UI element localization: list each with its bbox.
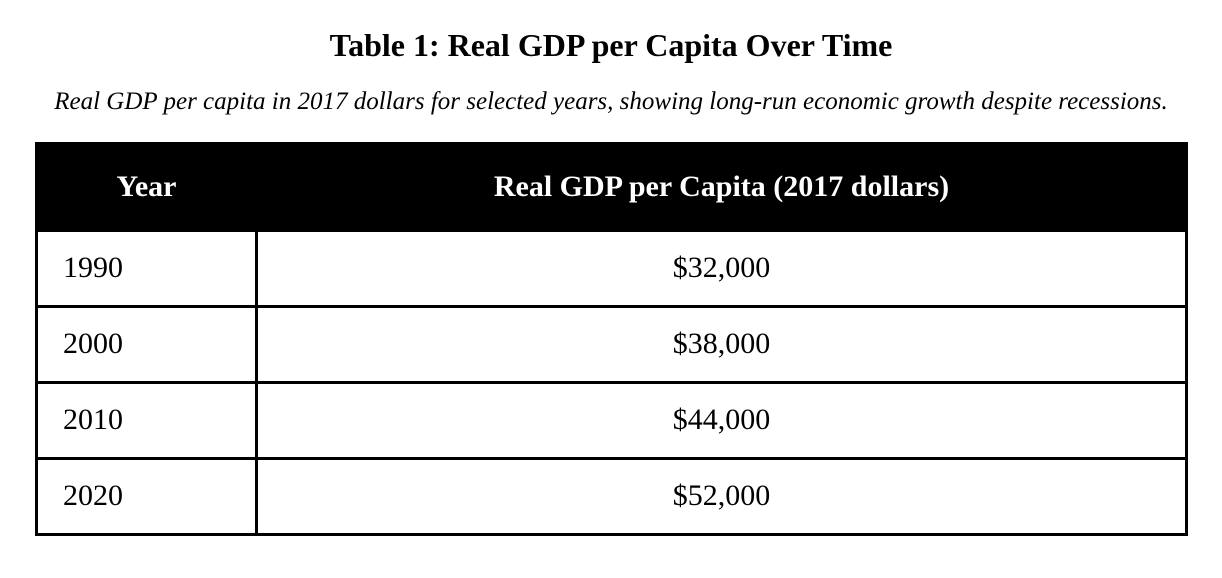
table-row: 2000 $38,000 [35, 304, 1188, 384]
page-title: Table 1: Real GDP per Capita Over Time [329, 27, 893, 63]
year-cell: 1990 [35, 228, 258, 308]
year-cell: 2000 [35, 304, 258, 384]
gdp-table: Year Real GDP per Capita (2017 dollars) … [35, 141, 1188, 536]
gdp-value-cell: $52,000 [255, 456, 1188, 536]
table-row: 1990 $32,000 [35, 228, 1188, 308]
gdp-value-cell: $38,000 [255, 304, 1188, 384]
table-caption: Real GDP per capita in 2017 dollars for … [54, 87, 1168, 115]
table-row: 2020 $52,000 [35, 456, 1188, 536]
year-cell: 2010 [35, 380, 258, 460]
column-header-gdp: Real GDP per Capita (2017 dollars) [255, 141, 1188, 232]
table-row: 2010 $44,000 [35, 380, 1188, 460]
gdp-value-cell: $44,000 [255, 380, 1188, 460]
gdp-value-cell: $32,000 [255, 228, 1188, 308]
table-header-row: Year Real GDP per Capita (2017 dollars) [35, 141, 1188, 232]
column-header-year: Year [35, 141, 258, 232]
year-cell: 2020 [35, 456, 258, 536]
